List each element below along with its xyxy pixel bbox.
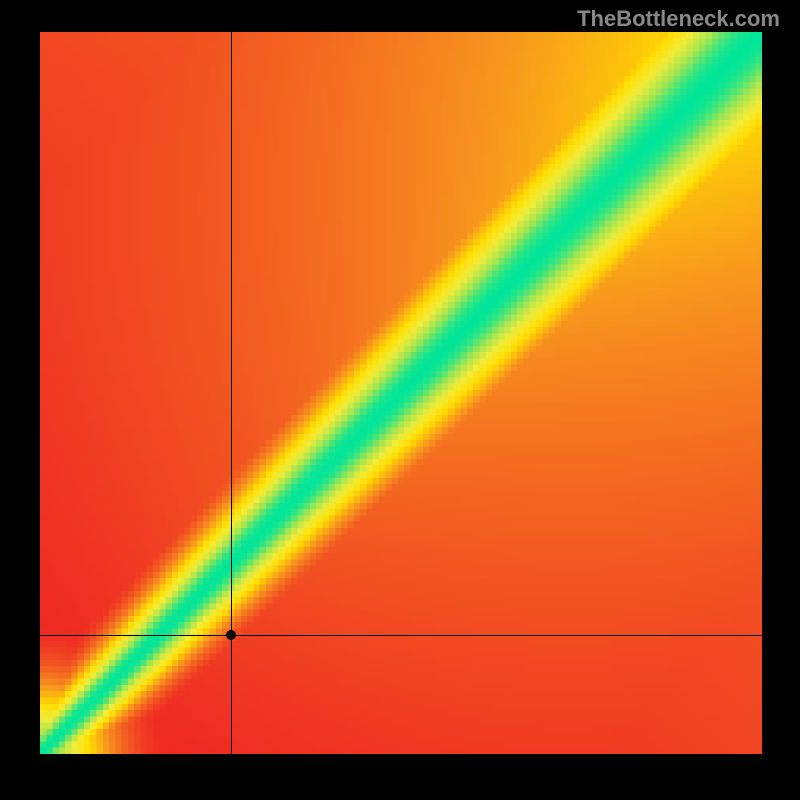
watermark-text: TheBottleneck.com: [577, 6, 780, 32]
crosshair-horizontal: [40, 635, 762, 636]
heatmap-plot-area: [40, 32, 762, 754]
marker-point: [226, 630, 236, 640]
heatmap-canvas: [40, 32, 762, 754]
crosshair-vertical: [231, 32, 232, 754]
